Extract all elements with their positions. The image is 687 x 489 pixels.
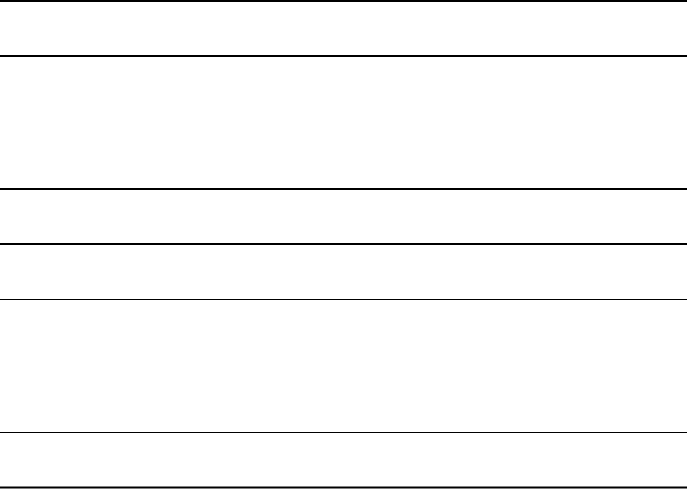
table-frame bbox=[0, 0, 687, 489]
page bbox=[0, 0, 687, 489]
